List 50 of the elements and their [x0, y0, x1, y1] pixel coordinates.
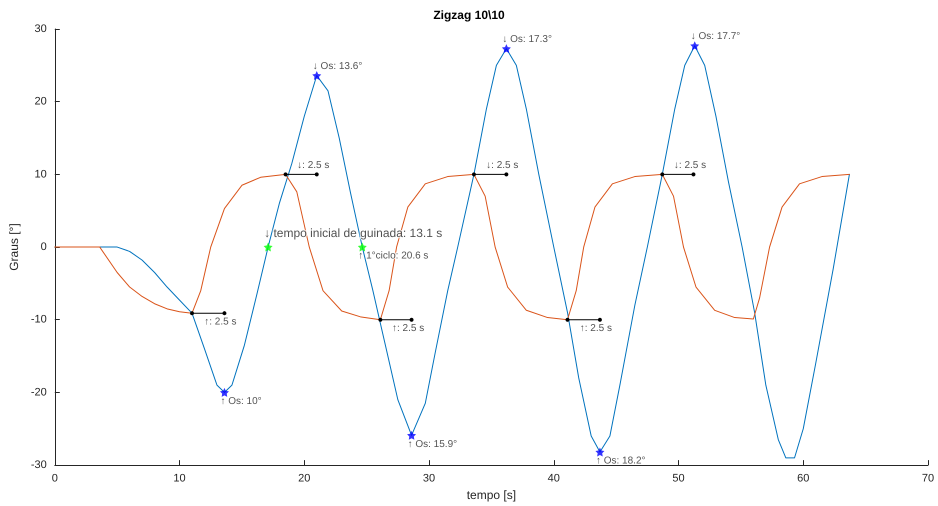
point: [358, 242, 367, 252]
point: [190, 311, 194, 316]
chart-title: Zigzag 10\10: [433, 8, 505, 22]
point: [691, 172, 696, 176]
point: [410, 318, 414, 322]
point: [502, 44, 511, 54]
point: [504, 172, 508, 176]
point: [660, 172, 664, 176]
y-tick-label: 20: [34, 96, 47, 108]
x-tick-label: 30: [422, 472, 436, 485]
point: [220, 388, 229, 397]
x-tick-label: 70: [922, 472, 934, 485]
point: [690, 41, 700, 50]
point: [314, 172, 319, 176]
point: [565, 318, 570, 322]
point: [284, 172, 288, 176]
point: [222, 311, 226, 316]
x-tick-label: 40: [548, 472, 560, 485]
x-tick-label: 20: [298, 472, 310, 485]
y-tick-label: -30: [30, 459, 47, 472]
point: [264, 242, 273, 252]
point: [598, 318, 602, 322]
x-tick-label: 50: [672, 472, 685, 485]
x-axis-title: tempo [s]: [466, 488, 516, 502]
y-tick-label: -10: [30, 314, 47, 326]
y-axis-title: Graus [°]: [7, 223, 21, 271]
point: [472, 172, 476, 176]
point: [407, 430, 416, 440]
annotation: ↓ Os: 17.7°: [690, 31, 740, 42]
annotation: ↓: 2.5 s: [674, 160, 706, 171]
annotation: ↓ Os: 13.6°: [312, 61, 362, 72]
y-tick-label: 30: [34, 23, 47, 35]
annotation: ↑ Os: 15.9°: [408, 438, 458, 450]
point: [378, 318, 382, 322]
annotation: ↓: 2.5 s: [297, 160, 330, 171]
y-tick-label: -20: [30, 386, 47, 398]
annotation: ↑: 2.5 s: [580, 323, 612, 334]
y-tick-label: 0: [40, 241, 47, 254]
x-tick-label: 60: [797, 472, 810, 485]
x-tick-label: 10: [173, 472, 186, 485]
y-tick-label: 10: [34, 168, 47, 180]
point: [312, 71, 322, 80]
annotation: ↑: 2.5 s: [392, 323, 424, 334]
annotation: ↓: 2.5 s: [486, 160, 518, 171]
annotation: ↑ Os: 10°: [220, 396, 262, 407]
x-tick-label: 0: [52, 472, 58, 485]
annotation: ↑ Os: 18.2°: [596, 456, 646, 467]
annotation: ↓ Os: 17.3°: [502, 34, 552, 46]
point: [595, 448, 604, 457]
annotation: ↑: 2.5 s: [204, 316, 236, 328]
